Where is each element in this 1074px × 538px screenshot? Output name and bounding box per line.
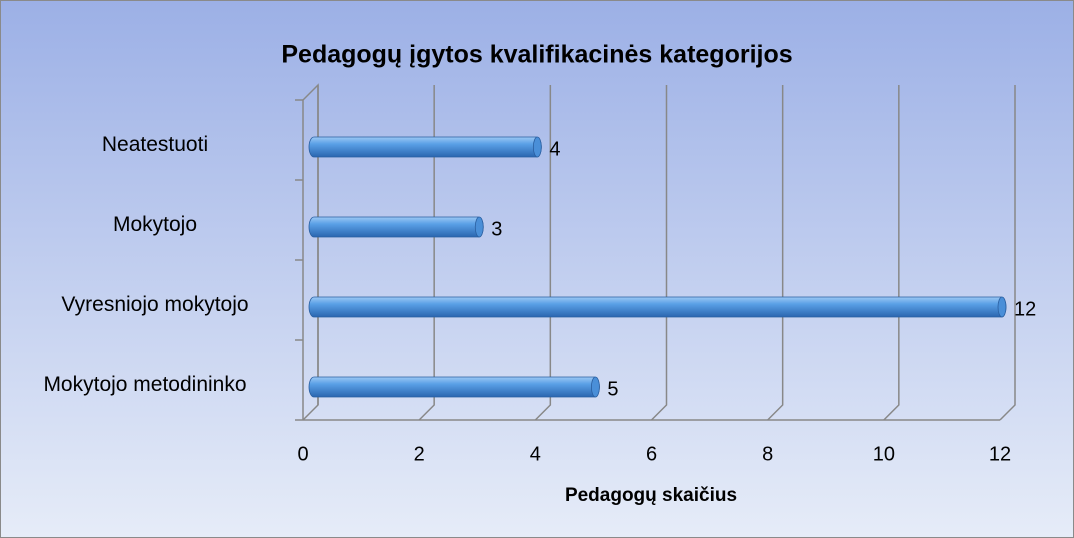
y-tick-label: Mokytojo metodininko <box>43 373 247 396</box>
x-tick-label: 4 <box>530 443 541 465</box>
bar-cap <box>997 296 1007 318</box>
x-tick-label: 6 <box>646 443 657 465</box>
data-label: 5 <box>607 378 618 400</box>
grid-line <box>767 85 784 421</box>
bar-cap <box>532 136 542 158</box>
x-axis-title: Pedagogų skaičius <box>565 485 737 506</box>
grid-line <box>534 85 552 421</box>
grid-line <box>418 85 435 421</box>
chart-title: Pedagogų įgytos kvalifikacinės kategorij… <box>281 41 792 69</box>
grid-line <box>883 85 900 421</box>
y-tick-label: Mokytojo <box>112 213 198 236</box>
data-label: 3 <box>491 218 502 240</box>
grid-line <box>650 85 668 421</box>
grid-line <box>999 85 1016 421</box>
x-tick-label: 8 <box>762 443 773 465</box>
x-tick-label: 10 <box>873 443 895 465</box>
bar <box>308 216 484 238</box>
y-tick-label: Vyresniojo mokytojo <box>61 293 249 316</box>
bar <box>308 296 1007 318</box>
bar <box>308 376 600 398</box>
x-tick-label: 0 <box>297 443 308 465</box>
data-label: 4 <box>549 138 560 160</box>
bar-cap <box>474 216 484 238</box>
bar <box>308 136 542 158</box>
x-tick-label: 12 <box>989 443 1011 465</box>
grid-line <box>302 85 319 421</box>
bar-cap <box>591 376 600 398</box>
y-tick-label: Neatestuoti <box>101 133 209 156</box>
x-tick-label: 2 <box>414 443 425 465</box>
data-label: 12 <box>1014 298 1036 320</box>
